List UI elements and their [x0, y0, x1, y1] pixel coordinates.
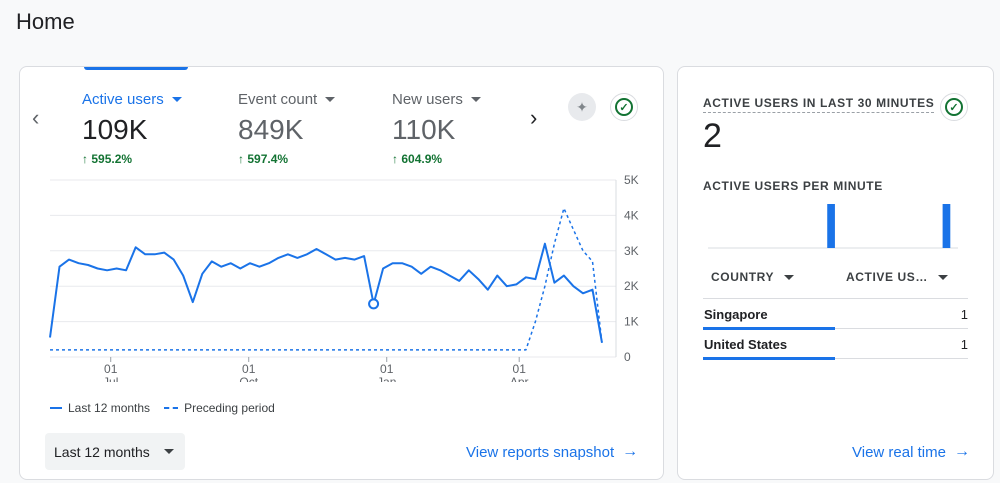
x-tick-day: 01 — [104, 362, 118, 376]
series-line-preceding — [50, 207, 603, 351]
x-tick-month: Oct — [239, 375, 258, 382]
metric-active-users[interactable]: Active users 109K ↑ 595.2% — [82, 91, 222, 166]
y-tick-label: 1K — [624, 315, 639, 329]
chart-legend: Last 12 months Preceding period — [50, 401, 275, 415]
y-tick-label: 4K — [624, 208, 639, 222]
caret-down-icon — [325, 97, 336, 102]
y-tick-label: 5K — [624, 173, 639, 187]
legend-dashed-swatch — [164, 407, 179, 409]
per-minute-bar-chart — [708, 204, 958, 249]
metric-label: Event count — [238, 91, 318, 108]
country-value: 1 — [960, 337, 968, 352]
date-range-label: Last 12 months — [54, 443, 150, 460]
view-real-time-link[interactable]: View real time → — [852, 443, 970, 461]
legend-previous: Preceding period — [184, 401, 275, 415]
realtime-title: ACTIVE USERS IN LAST 30 MINUTES — [703, 96, 935, 113]
legend-current: Last 12 months — [68, 401, 151, 415]
metric-value: 110K — [392, 114, 456, 145]
country-name: Singapore — [704, 307, 768, 322]
overview-card: ‹ Active users 109K ↑ 595.2% Event count… — [19, 66, 664, 480]
arrow-up-icon: ↑ — [392, 152, 398, 166]
caret-down-icon — [938, 274, 948, 280]
country-value: 1 — [960, 307, 968, 322]
arrow-up-icon: ↑ — [82, 152, 88, 166]
metric-new-users[interactable]: New users 110K ↑ 604.9% — [392, 91, 532, 166]
metric-value: 849K — [238, 114, 304, 145]
active-tab-indicator — [84, 67, 188, 70]
series-line-current — [49, 242, 603, 343]
country-name: United States — [704, 337, 788, 352]
caret-down-icon — [470, 97, 481, 102]
x-tick-month: Apr — [510, 375, 529, 382]
y-tick-label: 3K — [624, 244, 639, 258]
x-tick-month: Jul — [103, 375, 118, 382]
minute-bar[interactable] — [827, 204, 835, 248]
metric-event-count[interactable]: Event count 849K ↑ 597.4% — [238, 91, 378, 166]
legend-solid-swatch — [50, 407, 62, 409]
x-tick-month: Jan — [377, 375, 396, 382]
column-label: COUNTRY — [711, 270, 775, 284]
caret-down-icon — [163, 449, 174, 454]
link-label: View real time — [852, 443, 946, 461]
column-label: ACTIVE US… — [845, 270, 928, 284]
realtime-value: 2 — [703, 117, 722, 155]
y-tick-label: 0 — [624, 350, 631, 364]
view-reports-snapshot-link[interactable]: View reports snapshot → — [466, 443, 638, 461]
check-circle-icon[interactable]: ✓ — [610, 93, 638, 121]
metric-change: 595.2% — [91, 152, 133, 166]
next-arrow-icon[interactable]: › — [530, 105, 538, 130]
arrow-up-icon: ↑ — [238, 152, 244, 166]
caret-down-icon — [784, 274, 795, 280]
country-column-header[interactable]: COUNTRY — [711, 270, 795, 284]
active-users-column-header[interactable]: ACTIVE US… — [846, 270, 948, 284]
data-point-marker[interactable] — [368, 298, 380, 310]
row-bar — [703, 327, 835, 330]
y-tick-label: 2K — [624, 279, 639, 293]
link-label: View reports snapshot — [466, 443, 615, 461]
minute-bar[interactable] — [942, 204, 951, 248]
realtime-card: ACTIVE USERS IN LAST 30 MINUTES ✓ 2 ACTI… — [677, 66, 994, 480]
metric-label: Active users — [82, 91, 164, 108]
arrow-right-icon: → — [953, 443, 970, 460]
table-row[interactable]: United States 1 — [703, 329, 968, 360]
country-table-header: COUNTRY ACTIVE US… — [703, 265, 968, 299]
metric-change: 604.9% — [401, 152, 443, 166]
table-row[interactable]: Singapore 1 — [703, 299, 968, 330]
metric-label: New users — [392, 91, 463, 108]
metric-change: 597.4% — [247, 152, 289, 166]
row-bar — [703, 357, 835, 360]
metric-value: 109K — [82, 114, 148, 145]
check-circle-icon[interactable]: ✓ — [940, 93, 968, 121]
page-title: Home — [16, 9, 75, 34]
x-tick-day: 01 — [380, 362, 394, 376]
caret-down-icon — [171, 97, 182, 102]
insights-icon[interactable]: ✦ — [568, 93, 596, 121]
x-tick-day: 01 — [513, 362, 527, 376]
per-minute-title: ACTIVE USERS PER MINUTE — [703, 179, 883, 193]
prev-arrow-icon[interactable]: ‹ — [32, 105, 40, 130]
x-tick-day: 01 — [242, 362, 256, 376]
arrow-right-icon: → — [622, 443, 639, 460]
date-range-dropdown[interactable]: Last 12 months — [45, 433, 185, 470]
